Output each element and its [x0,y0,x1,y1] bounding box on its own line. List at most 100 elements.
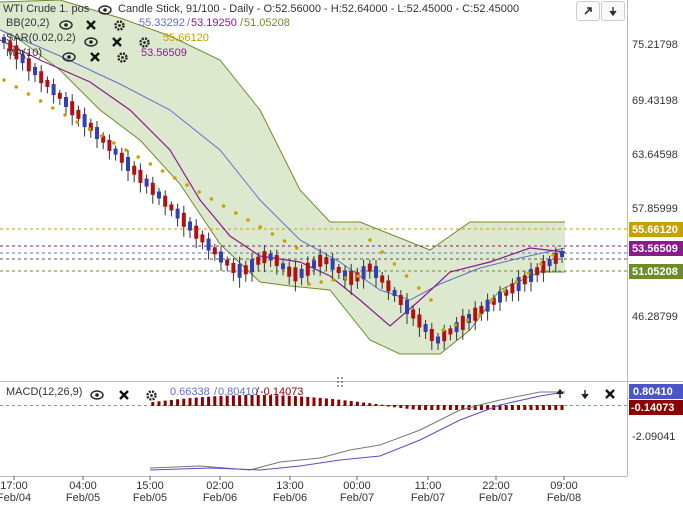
candle-body [243,265,248,275]
sar-dot [319,280,324,284]
sar-dot [282,239,287,243]
candle-body [324,257,329,265]
gear-icon[interactable] [110,18,128,32]
close-icon[interactable] [108,35,126,49]
macd-histogram-bar [393,405,397,408]
time-label: 09:00 [550,480,578,492]
sar-dot [270,232,275,236]
sar-dot [14,85,18,89]
price-tick: 57.85999 [632,203,678,215]
macd-histogram-bar [411,405,415,410]
candle-body [138,169,143,183]
bollinger-band-area [0,0,565,354]
date-label: Feb/06 [203,492,237,504]
macd-histogram-bar [448,405,452,410]
macd-histogram-bar [386,405,390,407]
eye-icon[interactable] [82,35,100,49]
macd-histogram-bar [554,405,558,410]
macd-histogram-bar [207,396,211,406]
macd-histogram-bar [225,395,229,406]
ma-price-tag: 53.56509 [629,241,683,256]
candle-body [529,269,533,282]
macd-histogram-bar [331,399,335,406]
bb-price-tag: 51.05208 [629,264,683,279]
candle-body [274,255,279,267]
candle-body [361,266,366,280]
time-label: 04:00 [69,480,97,492]
arrow-down-icon[interactable] [576,387,594,401]
price-tick: 46.28799 [632,311,678,323]
candle-body [188,221,192,231]
macd-histogram-bar [479,405,483,410]
candle-body [479,305,484,314]
candle-body [349,270,354,285]
macd-histogram-bar [486,405,490,410]
arrow-down-button[interactable] [601,1,625,21]
date-label: Feb/05 [66,492,100,504]
drag-handle-icon[interactable] [337,377,343,387]
candle-body [491,297,496,305]
bb-value-a: 55.33292 [139,17,185,29]
sar-dot [356,274,360,278]
price-tick: 63.64598 [632,149,678,161]
macd-histogram-bar [529,405,533,410]
sar-dot [417,286,421,290]
sar-dot [331,278,336,282]
arrow-down-icon [609,7,617,16]
time-label: 15:00 [136,480,164,492]
close-icon[interactable] [601,387,619,401]
sar-dot [173,176,177,180]
sar-dot [441,328,446,332]
candle-body [436,336,440,344]
eye-icon[interactable] [96,3,114,17]
macd-histogram-bar [436,405,440,410]
sar-dot [295,246,299,250]
candle-body [417,314,422,328]
time-label: 13:00 [276,480,304,492]
macd-histogram-bar [275,395,279,406]
candle-body [299,268,304,278]
gear-icon[interactable] [113,50,131,64]
candle-body [541,260,546,273]
macd-histogram-bar [380,404,384,406]
candle-body [516,277,521,292]
close-icon[interactable] [86,50,104,64]
macd-histogram-bar [510,405,514,410]
eye-icon[interactable] [60,50,78,64]
candle-body [82,114,87,128]
macd-histogram-bar [281,395,285,406]
close-icon[interactable] [115,388,133,402]
macd-histogram-bar [430,405,434,410]
candle-body [194,225,199,239]
macd-tick: -2.09041 [632,431,675,443]
candle-body [498,291,502,303]
candle-body [33,67,37,75]
sar-dot [478,313,482,317]
gear-icon[interactable] [135,35,153,49]
arrow-up-icon[interactable] [551,387,569,401]
sar-dot [551,253,555,257]
macd-histogram-bar [213,396,217,406]
candle-body [262,251,267,264]
candle-body [76,109,81,119]
candle-body [14,45,19,60]
eye-icon[interactable] [57,18,75,32]
sar-dot [75,120,79,124]
macd-histogram-bar [200,397,204,406]
macd-histogram-bar [269,395,273,406]
macd-histogram-bar [349,401,353,406]
macd-histogram-bar [362,402,366,406]
macd-histogram-bar [504,405,508,410]
bb-value-b: 53.19250 [191,17,237,29]
eye-icon[interactable] [88,388,106,402]
candle-body [460,315,465,330]
macd-histogram-bar [461,405,465,410]
sar-dot [490,298,494,302]
macd-histogram-bar [287,395,291,406]
candle-body [8,41,13,52]
arrow-up-button[interactable] [576,1,600,21]
gear-icon[interactable] [142,388,160,402]
close-icon[interactable] [82,18,100,32]
